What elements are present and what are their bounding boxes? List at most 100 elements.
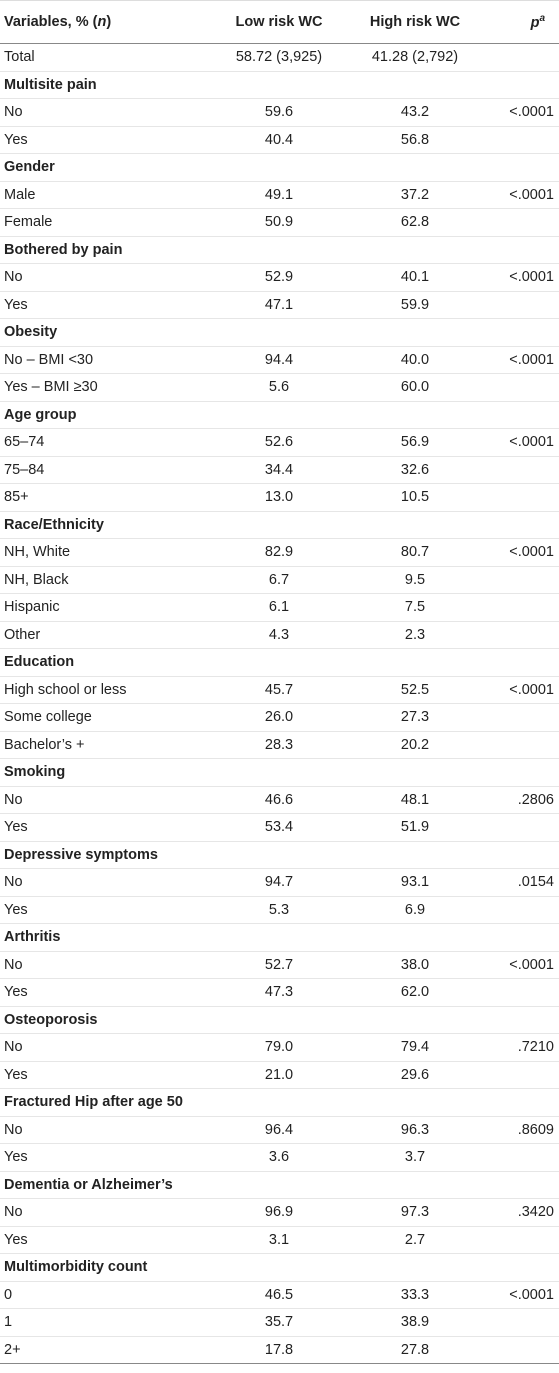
- high-risk-value: 43.2: [400, 104, 430, 121]
- table-row: Yes 47.1 59.9: [0, 291, 559, 319]
- p-value: .0154: [517, 874, 554, 891]
- high-risk-value: 40.0: [400, 351, 430, 368]
- high-risk-value: 62.0: [400, 984, 430, 1001]
- table-row: Bachelor’s + 28.3 20.2: [0, 731, 559, 759]
- p-value: <.0001: [509, 1286, 554, 1303]
- table-row: No – BMI <30 94.4 40.0 <.0001: [0, 346, 559, 374]
- table-row: Other 4.3 2.3: [0, 621, 559, 649]
- p-value: [482, 979, 559, 1007]
- low-risk-value: 26.0: [264, 709, 294, 726]
- low-risk-value: 13.0: [264, 489, 294, 506]
- table-row: Yes 21.0 29.6: [0, 1061, 559, 1089]
- header-high-risk: High risk WC: [348, 0, 482, 44]
- row-label: Female: [4, 214, 53, 231]
- table-body: Total 58.72 (3,925) 41.28 (2,792) Multisite…: [0, 44, 559, 1364]
- row-label: Yes: [4, 819, 28, 836]
- row-label: 75–84: [4, 461, 45, 478]
- low-risk-value: 34.4: [264, 461, 294, 478]
- high-risk-value: 29.6: [400, 1066, 430, 1083]
- high-risk-value: 38.0: [400, 956, 430, 973]
- table-row: Yes 3.6 3.7: [0, 1144, 559, 1171]
- low-risk-value: 52.7: [264, 956, 294, 973]
- table-row: Some college 26.0 27.3: [0, 704, 559, 731]
- low-risk-value: 6.1: [268, 599, 290, 616]
- high-risk-value: 2.7: [404, 1231, 426, 1248]
- row-label: High school or less: [4, 681, 127, 698]
- high-risk-value: 6.9: [404, 901, 426, 918]
- p-value: .3420: [517, 1204, 554, 1221]
- low-risk-value: 46.5: [264, 1286, 294, 1303]
- p-value: [482, 731, 559, 759]
- row-label: 0: [4, 1286, 13, 1303]
- p-value: .2806: [517, 791, 554, 808]
- row-label: Yes: [4, 1066, 28, 1083]
- table-row: No 96.9 97.3 .3420: [0, 1199, 559, 1226]
- p-value: <.0001: [509, 186, 554, 203]
- table-row: 2+ 17.8 27.8: [0, 1336, 559, 1364]
- low-risk-value: 59.6: [264, 104, 294, 121]
- row-label: Yes: [4, 296, 28, 313]
- header-row: Variables, % (n) Low risk WC High risk W…: [0, 0, 559, 44]
- section-label: Education: [4, 654, 75, 671]
- low-risk-value: 46.6: [264, 791, 294, 808]
- row-label: No: [4, 1121, 23, 1138]
- row-label: Other: [4, 626, 41, 643]
- low-risk-value: 35.7: [264, 1314, 294, 1331]
- high-risk-value: 27.8: [400, 1341, 430, 1358]
- section-label: Fractured Hip after age 50: [4, 1094, 183, 1111]
- row-label: Yes: [4, 984, 28, 1001]
- table-row: Female 50.9 62.8: [0, 209, 559, 236]
- low-risk-value: 49.1: [264, 186, 294, 203]
- section-header-row: Osteoporosis: [0, 1006, 559, 1034]
- table-row: Yes 3.1 2.7: [0, 1226, 559, 1254]
- table-row: No 79.0 79.4 .7210: [0, 1034, 559, 1061]
- p-value: <.0001: [509, 269, 554, 286]
- table-row: Total 58.72 (3,925) 41.28 (2,792): [0, 44, 559, 71]
- table-row: High school or less 45.7 52.5 <.0001: [0, 676, 559, 704]
- p-value: [482, 291, 559, 319]
- table-row: 75–84 34.4 32.6: [0, 456, 559, 484]
- row-label: Male: [4, 186, 36, 203]
- header-low-risk: Low risk WC: [210, 0, 348, 44]
- row-label: Total: [4, 49, 35, 66]
- row-label: 2+: [4, 1341, 21, 1358]
- row-label: No: [4, 956, 23, 973]
- p-value: <.0001: [509, 681, 554, 698]
- low-risk-value: 21.0: [264, 1066, 294, 1083]
- section-label: Multimorbidity count: [4, 1259, 148, 1276]
- section-label: Race/Ethnicity: [4, 516, 104, 533]
- table-row: No 59.6 43.2 <.0001: [0, 99, 559, 126]
- low-risk-value: 79.0: [264, 1039, 294, 1056]
- table-row: Male 49.1 37.2 <.0001: [0, 181, 559, 209]
- row-label: Yes: [4, 1231, 28, 1248]
- table-row: NH, Black 6.7 9.5: [0, 566, 559, 594]
- high-risk-value: 27.3: [400, 709, 430, 726]
- low-risk-value: 45.7: [264, 681, 294, 698]
- row-label: Yes – BMI ≥30: [4, 379, 98, 396]
- p-value: <.0001: [509, 544, 554, 561]
- high-risk-value: 62.8: [400, 214, 430, 231]
- low-risk-value: 53.4: [264, 819, 294, 836]
- row-label: 85+: [4, 489, 29, 506]
- high-risk-value: 2.3: [404, 626, 426, 643]
- low-risk-value: 3.6: [268, 1149, 290, 1166]
- low-risk-value: 6.7: [268, 571, 290, 588]
- high-risk-value: 41.28 (2,792): [371, 49, 459, 66]
- section-header-row: Education: [0, 649, 559, 676]
- section-header-row: Smoking: [0, 759, 559, 786]
- p-value: <.0001: [509, 956, 554, 973]
- table-row: Yes 40.4 56.8: [0, 126, 559, 154]
- table-row: No 94.7 93.1 .0154: [0, 869, 559, 896]
- low-risk-value: 96.9: [264, 1204, 294, 1221]
- high-risk-value: 51.9: [400, 819, 430, 836]
- low-risk-value: 47.3: [264, 984, 294, 1001]
- section-header-row: Multisite pain: [0, 71, 559, 99]
- p-value: .7210: [517, 1039, 554, 1056]
- table-row: Yes 5.3 6.9: [0, 896, 559, 924]
- low-risk-value: 4.3: [268, 626, 290, 643]
- high-risk-value: 52.5: [400, 681, 430, 698]
- low-risk-value: 28.3: [264, 736, 294, 753]
- p-value: [482, 594, 559, 622]
- low-risk-value: 5.6: [268, 379, 290, 396]
- table-row: NH, White 82.9 80.7 <.0001: [0, 539, 559, 566]
